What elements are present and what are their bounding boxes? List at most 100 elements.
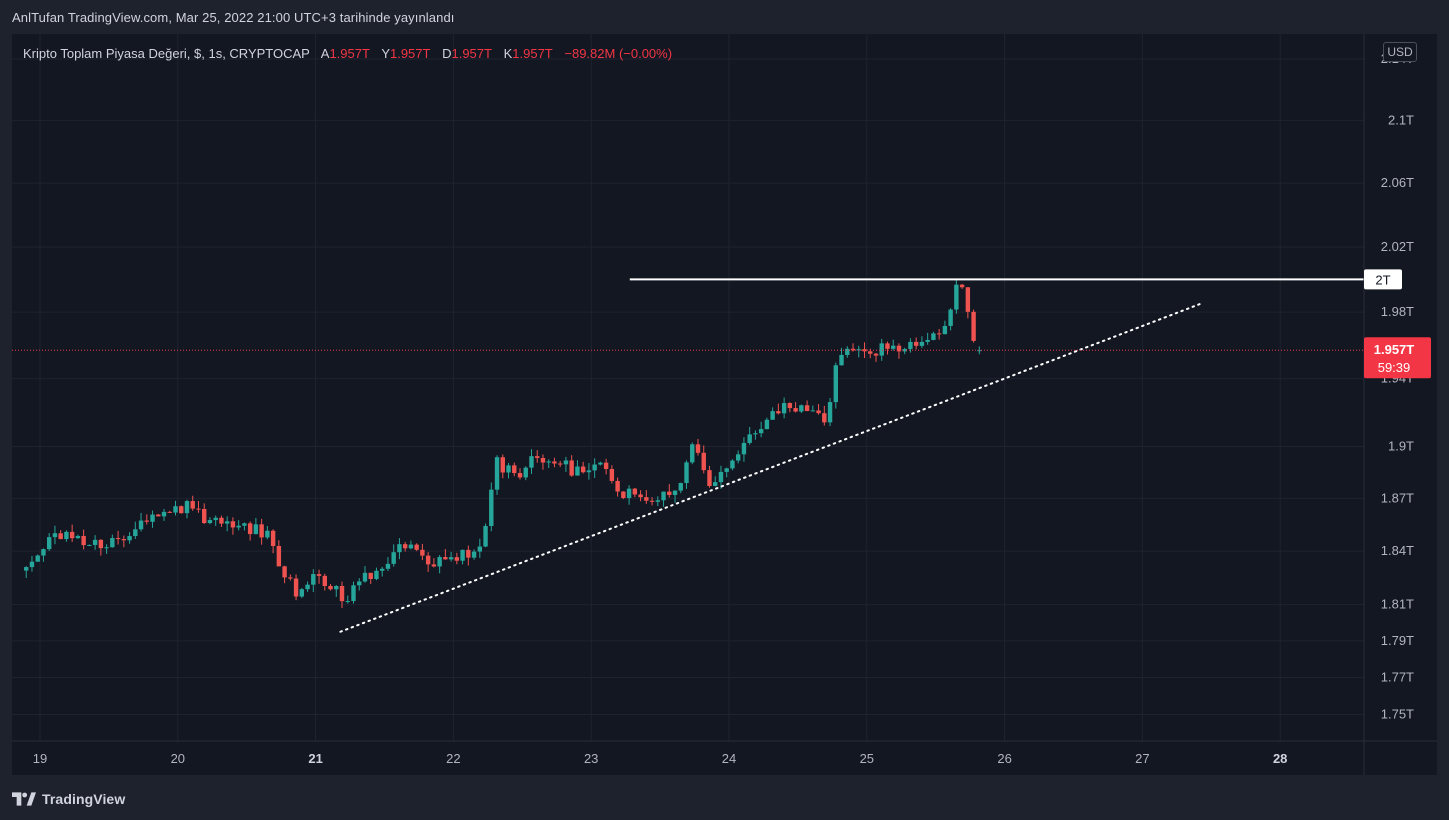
candle-body [885,343,890,349]
candle-body [150,514,155,522]
candle-body [529,456,534,468]
candle-body [523,467,528,478]
candle-body [391,552,396,564]
candle-body [557,463,563,465]
candle-body [781,403,787,414]
candle-body [494,457,500,490]
tradingview-brand[interactable]: TradingView [12,789,125,809]
candle-body [810,410,816,412]
candle-body [908,341,913,349]
candle-body [477,546,483,552]
candle-body [896,345,902,352]
currency-button[interactable]: USD [1383,42,1417,62]
candle-body [46,537,52,550]
candle-body [845,348,850,355]
price-tick-label: 1.9T [1388,439,1414,454]
high-value: 1.957T [389,46,431,61]
candle-body [954,284,959,310]
candle-body [822,413,827,423]
candle-body [437,557,442,567]
candle-body [184,501,190,514]
candle-body [385,563,391,569]
candle-body [741,442,747,455]
grid-lines [12,34,1364,741]
chart-panel[interactable]: 1.75T1.77T1.79T1.81T1.84T1.87T1.9T1.94T1… [12,34,1437,775]
symbol-description[interactable]: Kripto Toplam Piyasa Değeri, $, 1s, CRYP… [23,46,310,61]
candle-body [173,506,178,513]
candle-body [58,533,63,540]
open-value: 1.957T [329,46,370,61]
candle-body [29,561,35,568]
candle-body [288,577,293,579]
candle-body [678,483,683,491]
candle-body [575,466,580,476]
candle-body [110,538,115,548]
candle-body [374,570,379,580]
candle-body [586,470,592,473]
candle-body [506,465,511,473]
candle-body [270,530,276,547]
price-tick-label: 1.87T [1381,490,1414,505]
candle-body [833,365,838,403]
candle-body [850,348,856,351]
price-tick-label: 1.75T [1381,706,1414,721]
candle-body [965,287,971,312]
candle-body [328,585,333,590]
candle-body [207,520,213,524]
candle-body [339,586,345,602]
candle-body [483,526,488,547]
candle-body [104,547,109,549]
candle-body [293,578,299,597]
candle-body [167,511,172,513]
candle-body [609,469,615,481]
candle-body [259,524,264,538]
candle-body [621,491,626,499]
candle-body [69,531,75,539]
candle-body [489,489,494,527]
candle-body [87,544,92,546]
candle-series [24,279,982,609]
candle-body [224,521,230,524]
candle-body [466,549,471,558]
candle-body [448,557,454,560]
candle-body [431,564,437,567]
candle-body [276,546,282,567]
candle-body [408,544,414,549]
candle-body [758,429,764,434]
candle-body [230,521,236,528]
candle-body [75,535,81,539]
candle-body [707,470,712,487]
candle-body [133,529,138,537]
candle-body [454,557,460,561]
price-tick-label: 1.84T [1381,543,1414,558]
candle-body [672,490,678,495]
time-tick-label: 23 [584,751,598,766]
candle-body [402,544,408,549]
candle-body [598,462,603,465]
published-note: AnlTufan TradingView.com, Mar 25, 2022 2… [12,10,455,25]
candle-body [563,460,569,465]
candle-body [127,536,132,541]
candle-body [512,465,517,474]
candlestick-chart[interactable]: 1.75T1.77T1.79T1.81T1.84T1.87T1.9T1.94T1… [12,34,1437,775]
candle-body [827,402,833,423]
candle-body [873,353,879,356]
candle-body [334,586,339,590]
candle-body [552,461,557,464]
candle-body [425,555,431,565]
candle-body [500,457,505,473]
candle-body [41,549,46,556]
price-tick-label: 1.98T [1381,304,1414,319]
candle-body [695,444,701,453]
candle-body [839,354,844,366]
last-price-badge [1364,337,1431,379]
candle-body [24,567,29,571]
time-tick-label: 22 [446,751,460,766]
candle-body [713,482,718,487]
candle-body [265,530,270,538]
candle-body [115,538,121,540]
candle-body [190,501,195,509]
candle-body [202,508,207,524]
time-tick-label: 24 [722,751,736,766]
candle-body [161,511,167,517]
